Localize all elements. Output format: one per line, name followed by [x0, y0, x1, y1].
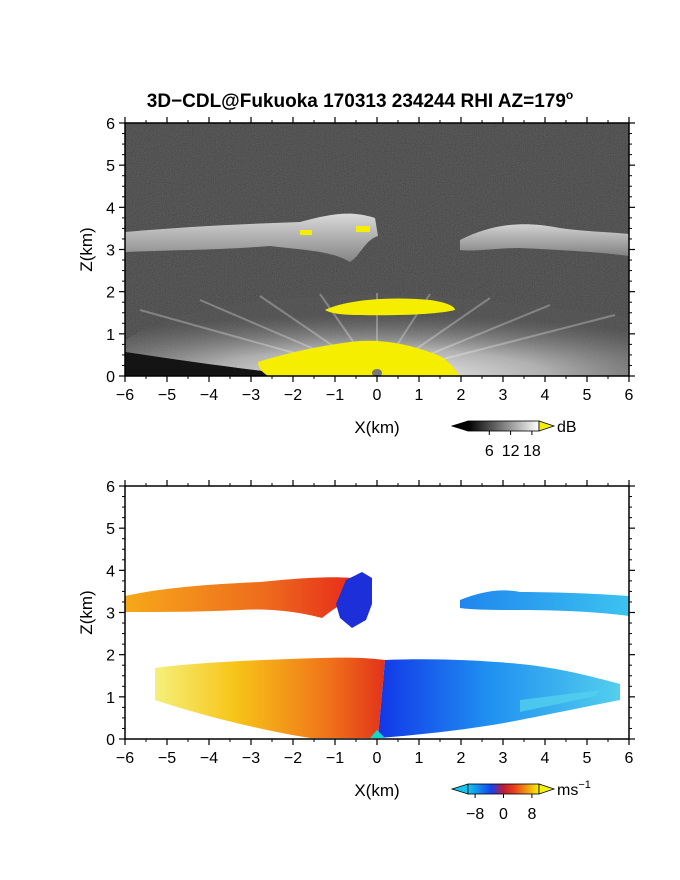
- intensity-colorbar-unit: dB: [557, 419, 577, 436]
- velocity-ytick-label: 2: [106, 648, 115, 665]
- velocity-xtick-label: 1: [415, 750, 424, 767]
- velocity-bl-left: [155, 657, 385, 738]
- intensity-ytick-label: 5: [106, 158, 115, 175]
- velocity-xtick-label: −1: [326, 750, 344, 767]
- intensity-colorbar-tick-label: 12: [502, 443, 520, 460]
- velocity-xtick-label: −4: [200, 750, 218, 767]
- intensity-xtick-label: 1: [415, 387, 424, 404]
- intensity-xtick-label: 6: [625, 387, 634, 404]
- intensity-xtick-label: −2: [284, 387, 302, 404]
- intensity-xtick-label: −6: [116, 387, 134, 404]
- intensity-ytick-label: 6: [106, 116, 115, 133]
- velocity-xtick-label: −5: [158, 750, 176, 767]
- velocity-colorbar-gradient: [467, 783, 540, 795]
- velocity-origin-marker: [370, 730, 385, 738]
- intensity-xtick-label: −4: [200, 387, 218, 404]
- velocity-colorbar-unit-exponent: −1: [578, 779, 591, 791]
- velocity-ytick-label: 6: [106, 479, 115, 496]
- velocity-xtick-label: 2: [457, 750, 466, 767]
- intensity-saturated-band: [325, 298, 455, 316]
- intensity-cloud-left: [125, 213, 378, 262]
- intensity-boundary-layer: [125, 294, 629, 376]
- intensity-xtick-label: 0: [373, 387, 382, 404]
- intensity-xtick-label: 3: [499, 387, 508, 404]
- intensity-ytick-label: 3: [106, 243, 115, 260]
- intensity-xlabel: X(km): [354, 418, 399, 437]
- velocity-ytick-label: 5: [106, 521, 115, 538]
- velocity-colorbar-unit: ms−1: [557, 779, 591, 799]
- intensity-colorbar-gradient: [467, 420, 540, 432]
- velocity-xtick-label: −3: [242, 750, 260, 767]
- velocity-xtick-label: 4: [541, 750, 550, 767]
- velocity-xtick-label: 3: [499, 750, 508, 767]
- intensity-ytick-label: 0: [106, 369, 115, 386]
- velocity-ylabel: Z(km): [77, 590, 96, 634]
- intensity-colorbar-low-arrow: [450, 420, 469, 432]
- velocity-xtick-label: −2: [284, 750, 302, 767]
- intensity-colorbar: 6 12 18 dB: [450, 419, 577, 460]
- intensity-axes: −6 −5 −4 −3 −2 −1 0 1 2 3 4 5 6 0 1 2 3 4 5 6 X(km) Z(km): [77, 116, 635, 437]
- intensity-ground-shadow: [125, 352, 305, 376]
- intensity-xtick-label: 2: [457, 387, 466, 404]
- velocity-xtick-label: 0: [373, 750, 382, 767]
- velocity-colorbar-high-arrow: [538, 783, 556, 795]
- velocity-colorbar-tick-label: −8: [466, 806, 484, 823]
- intensity-xtick-label: 4: [541, 387, 550, 404]
- velocity-xtick-label: 5: [583, 750, 592, 767]
- velocity-plot-area: [125, 486, 629, 739]
- intensity-colorbar-tick-label: 6: [485, 443, 494, 460]
- intensity-cloud-right: [460, 224, 629, 256]
- intensity-xtick-label: −1: [326, 387, 344, 404]
- velocity-cloud-left: [125, 577, 355, 618]
- intensity-colorbar-high-arrow: [538, 420, 556, 432]
- velocity-ytick-label: 4: [106, 563, 115, 580]
- intensity-xtick-label: −5: [158, 387, 176, 404]
- intensity-ytick-label: 2: [106, 285, 115, 302]
- velocity-colorbar-tick-label: 8: [527, 806, 536, 823]
- intensity-ytick-label: 1: [106, 327, 115, 344]
- intensity-saturated-ground: [258, 340, 460, 376]
- velocity-cloud-core: [336, 572, 372, 628]
- intensity-saturated-cloud-2: [300, 230, 312, 235]
- velocity-ytick-label: 1: [106, 690, 115, 707]
- degree-mark: o: [566, 88, 573, 102]
- intensity-origin-marker: [372, 369, 382, 376]
- velocity-xlabel: X(km): [354, 781, 399, 800]
- velocity-axes: −6 −5 −4 −3 −2 −1 0 1 2 3 4 5 6 0 1 2 3 4 5 6 X(km) Z(km): [77, 479, 635, 800]
- chart-title: 3D−CDL@Fukuoka 170313 234244 RHI AZ=179o: [147, 88, 574, 112]
- intensity-xtick-label: 5: [583, 387, 592, 404]
- intensity-ylabel: Z(km): [77, 227, 96, 271]
- velocity-colorbar-tick-label: 0: [499, 806, 508, 823]
- velocity-xtick-label: 6: [625, 750, 634, 767]
- velocity-cloud-right: [460, 590, 629, 616]
- velocity-bl-fringe: [520, 690, 600, 712]
- intensity-plot-area: [125, 123, 629, 376]
- velocity-bl-right: [378, 659, 620, 738]
- intensity-xtick-label: −3: [242, 387, 260, 404]
- velocity-colorbar-low-arrow: [450, 783, 469, 795]
- intensity-saturated-cloud-1: [356, 226, 370, 232]
- velocity-ytick-label: 0: [106, 732, 115, 749]
- intensity-colorbar-tick-label: 18: [523, 443, 541, 460]
- velocity-colorbar: −8 0 8 ms−1: [450, 779, 591, 823]
- velocity-xtick-label: −6: [116, 750, 134, 767]
- intensity-ytick-label: 4: [106, 200, 115, 217]
- velocity-ytick-label: 3: [106, 606, 115, 623]
